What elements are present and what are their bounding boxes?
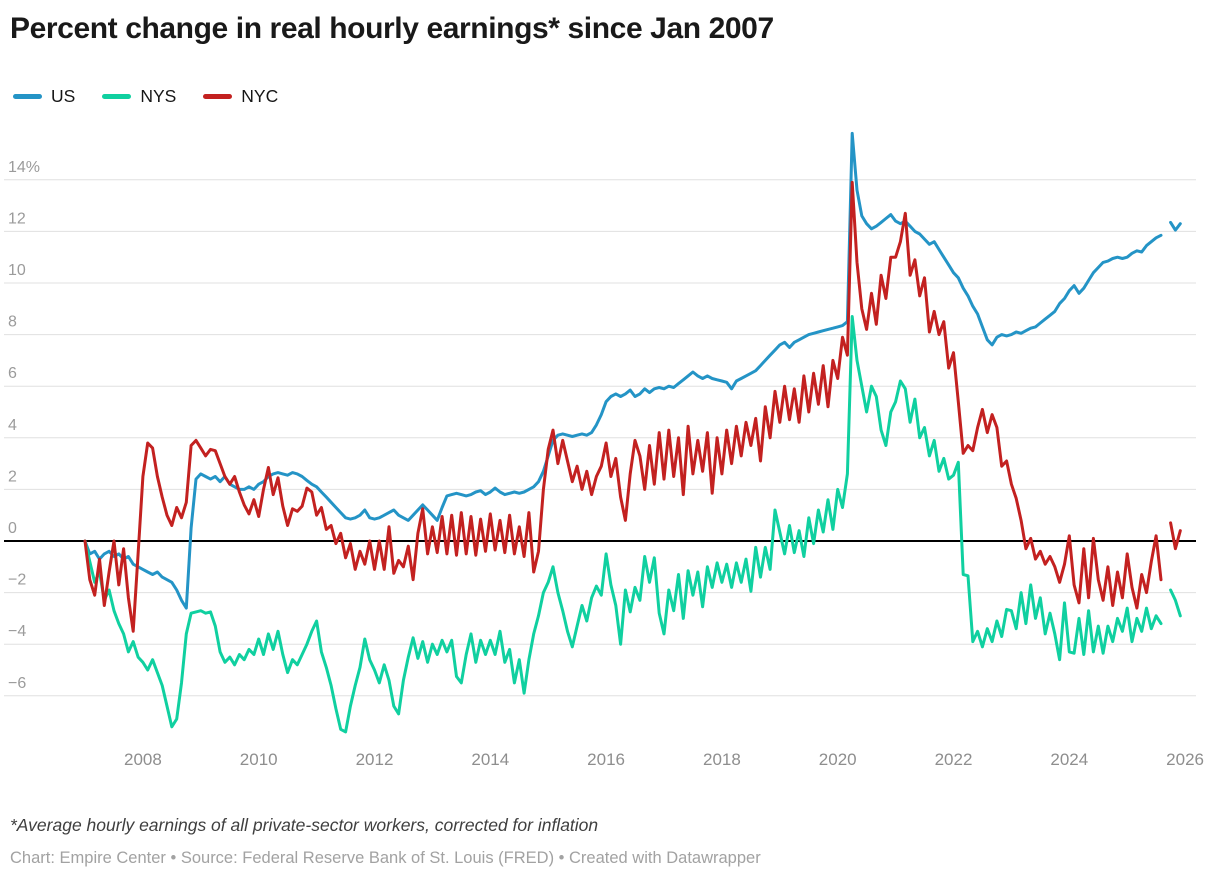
series-line-nyc [1169,521,1182,551]
legend-swatch-nyc [203,94,233,99]
series-line-nys [1169,588,1182,618]
x-axis-label-2026: 2026 [1166,750,1204,769]
chart-canvas: 14% 12 10 8 6 4 2 0 −2 −4 −6 2008 2010 2012 2014 2016 20… [4,131,1204,769]
y-axis-label-0: 0 [8,520,17,537]
x-axis-label-2016: 2016 [587,750,625,769]
y-axis-label-6: 6 [8,365,17,382]
legend-item-us: US [13,86,75,107]
footnote: *Average hourly earnings of all private-… [10,815,599,835]
x-axis-label-2008: 2008 [124,750,162,769]
series-line-nys [83,315,1163,734]
x-axis-label-2022: 2022 [935,750,973,769]
x-axis-label-2024: 2024 [1050,750,1088,769]
x-axis-label-2020: 2020 [819,750,857,769]
y-axis-label-4: 4 [8,417,17,434]
x-axis-label-2018: 2018 [703,750,741,769]
legend-item-nys: NYS [102,86,176,107]
x-axis-label-2012: 2012 [356,750,394,769]
legend-label: NYS [140,86,177,106]
legend-swatch-nys [102,94,132,99]
y-axis-label--2: −2 [8,572,26,589]
y-axis-label--6: −6 [8,675,26,692]
y-axis-label-14: 14% [8,159,40,176]
credit-line: Chart: Empire Center • Source: Federal R… [10,849,761,867]
series-line-us [83,131,1163,610]
legend-swatch-us [13,94,42,99]
series-line-us [1169,220,1182,232]
y-axis-label-10: 10 [8,262,26,279]
x-axis-label-2010: 2010 [240,750,278,769]
y-axis-label--4: −4 [8,623,26,640]
chart-area: 14% 12 10 8 6 4 2 0 −2 −4 −6 2008 2010 2012 2014 2016 20… [0,120,1220,800]
y-axis-label-8: 8 [8,314,17,331]
legend-item-nyc: NYC [203,86,278,107]
series-line-nyc [83,180,1163,633]
x-axis-label-2014: 2014 [471,750,509,769]
y-axis-label-12: 12 [8,210,26,227]
legend-label: NYC [241,86,279,106]
legend: US NYS NYC [13,86,278,107]
legend-label: US [51,86,76,106]
y-axis-label-2: 2 [8,468,17,485]
chart-title: Percent change in real hourly earnings* … [10,12,774,45]
